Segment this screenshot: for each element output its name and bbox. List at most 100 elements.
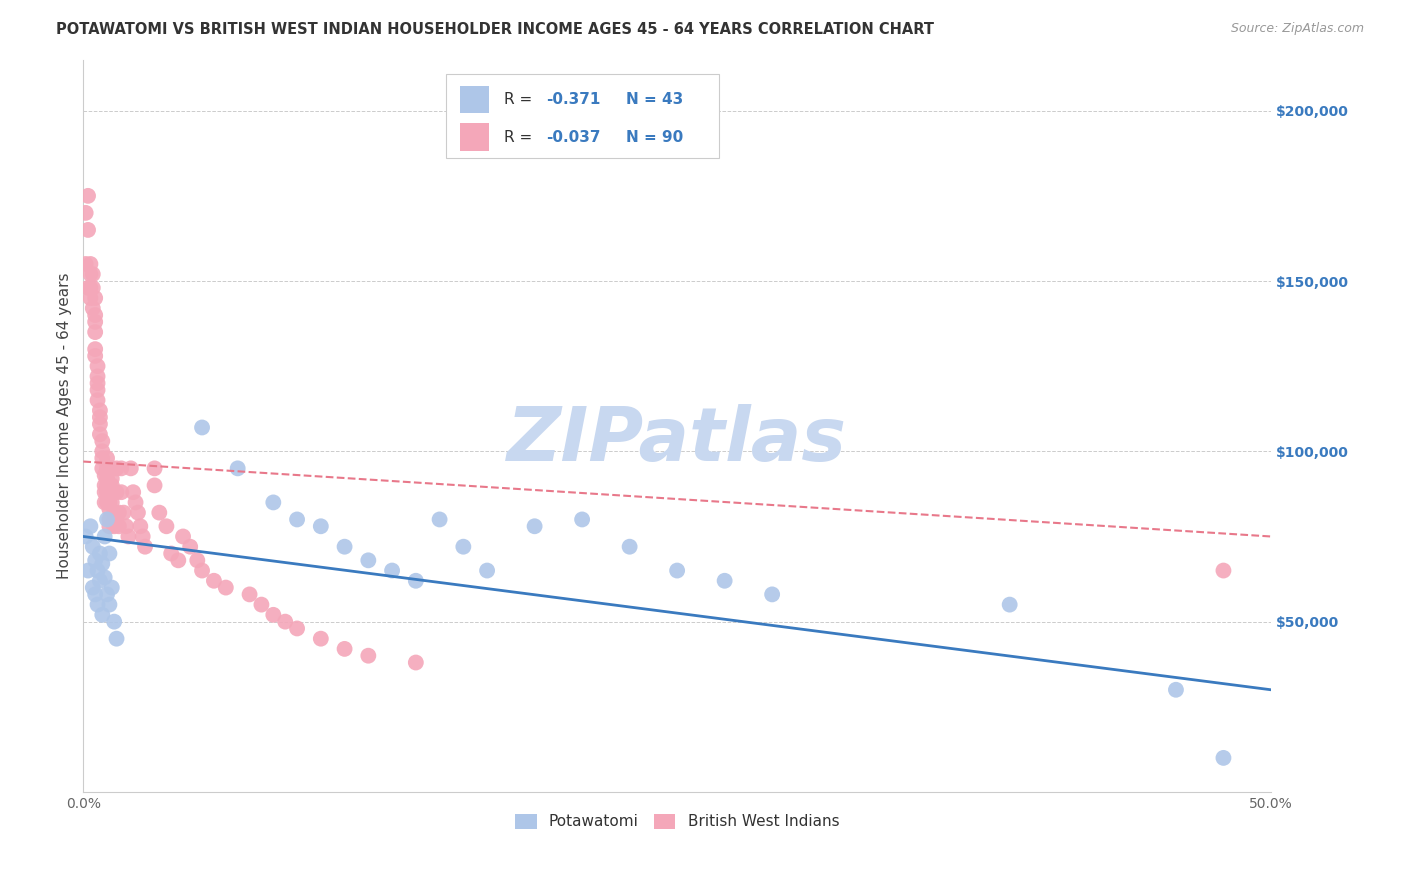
Point: [96, 451, 118, 466]
Point: [129, 519, 152, 533]
Point: [998, 598, 1021, 612]
Point: [523, 519, 546, 533]
Point: [75, 257, 97, 271]
Point: [761, 587, 783, 601]
Text: R =: R =: [503, 92, 537, 107]
Point: [82, 281, 104, 295]
Text: ZIPatlas: ZIPatlas: [508, 404, 848, 477]
Point: [226, 461, 249, 475]
Point: [91, 444, 114, 458]
Point: [84, 325, 107, 339]
Point: [333, 540, 356, 554]
Point: [84, 291, 107, 305]
Point: [96, 485, 118, 500]
Point: [333, 641, 356, 656]
Point: [357, 648, 380, 663]
Point: [101, 472, 124, 486]
Bar: [460, 123, 489, 152]
Point: [105, 485, 128, 500]
Point: [98, 598, 121, 612]
Point: [619, 540, 641, 554]
Point: [75, 529, 97, 543]
Point: [571, 512, 593, 526]
Point: [89, 574, 111, 588]
Point: [1212, 564, 1234, 578]
Point: [77, 223, 100, 237]
Point: [77, 281, 100, 295]
Point: [77, 189, 100, 203]
Point: [86, 598, 108, 612]
Point: [103, 615, 125, 629]
Point: [250, 598, 273, 612]
Point: [79, 291, 101, 305]
Point: [98, 495, 121, 509]
Point: [82, 540, 104, 554]
Point: [285, 512, 308, 526]
Point: [84, 553, 107, 567]
Text: N = 90: N = 90: [626, 130, 683, 145]
Point: [93, 495, 115, 509]
Point: [79, 257, 101, 271]
Point: [93, 485, 115, 500]
Point: [215, 581, 238, 595]
Point: [79, 519, 101, 533]
Point: [405, 574, 427, 588]
Text: N = 43: N = 43: [626, 92, 683, 107]
Point: [89, 417, 111, 431]
Point: [167, 553, 190, 567]
Point: [86, 564, 108, 578]
Point: [98, 519, 121, 533]
Point: [202, 574, 225, 588]
Point: [89, 403, 111, 417]
Point: [112, 506, 135, 520]
Point: [117, 529, 139, 543]
Point: [91, 434, 114, 449]
Point: [82, 301, 104, 316]
Point: [84, 587, 107, 601]
Point: [155, 519, 177, 533]
Point: [127, 506, 149, 520]
Point: [75, 206, 97, 220]
Point: [82, 267, 104, 281]
Point: [381, 564, 404, 578]
Text: -0.037: -0.037: [547, 130, 600, 145]
Point: [82, 581, 104, 595]
Point: [285, 622, 308, 636]
Point: [186, 553, 208, 567]
Point: [101, 581, 124, 595]
Point: [274, 615, 297, 629]
Point: [191, 564, 214, 578]
Point: [143, 478, 166, 492]
Point: [79, 281, 101, 295]
Point: [475, 564, 498, 578]
Point: [103, 506, 125, 520]
Point: [98, 547, 121, 561]
Point: [666, 564, 689, 578]
Point: [110, 461, 132, 475]
Point: [309, 632, 332, 646]
Point: [91, 451, 114, 466]
Text: POTAWATOMI VS BRITISH WEST INDIAN HOUSEHOLDER INCOME AGES 45 - 64 YEARS CORRELAT: POTAWATOMI VS BRITISH WEST INDIAN HOUSEH…: [56, 22, 934, 37]
Y-axis label: Householder Income Ages 45 - 64 years: Householder Income Ages 45 - 64 years: [58, 273, 72, 579]
Point: [96, 512, 118, 526]
Point: [86, 359, 108, 374]
Point: [91, 557, 114, 571]
Point: [77, 564, 100, 578]
Point: [91, 461, 114, 475]
Point: [262, 607, 284, 622]
Point: [84, 342, 107, 356]
Point: [110, 485, 132, 500]
Point: [103, 519, 125, 533]
Point: [160, 547, 183, 561]
Point: [713, 574, 735, 588]
Point: [108, 506, 131, 520]
Point: [120, 461, 142, 475]
Point: [84, 349, 107, 363]
Point: [101, 495, 124, 509]
Point: [89, 410, 111, 425]
Point: [1164, 682, 1187, 697]
Text: -0.371: -0.371: [547, 92, 600, 107]
Point: [93, 529, 115, 543]
Point: [86, 376, 108, 391]
Point: [96, 461, 118, 475]
